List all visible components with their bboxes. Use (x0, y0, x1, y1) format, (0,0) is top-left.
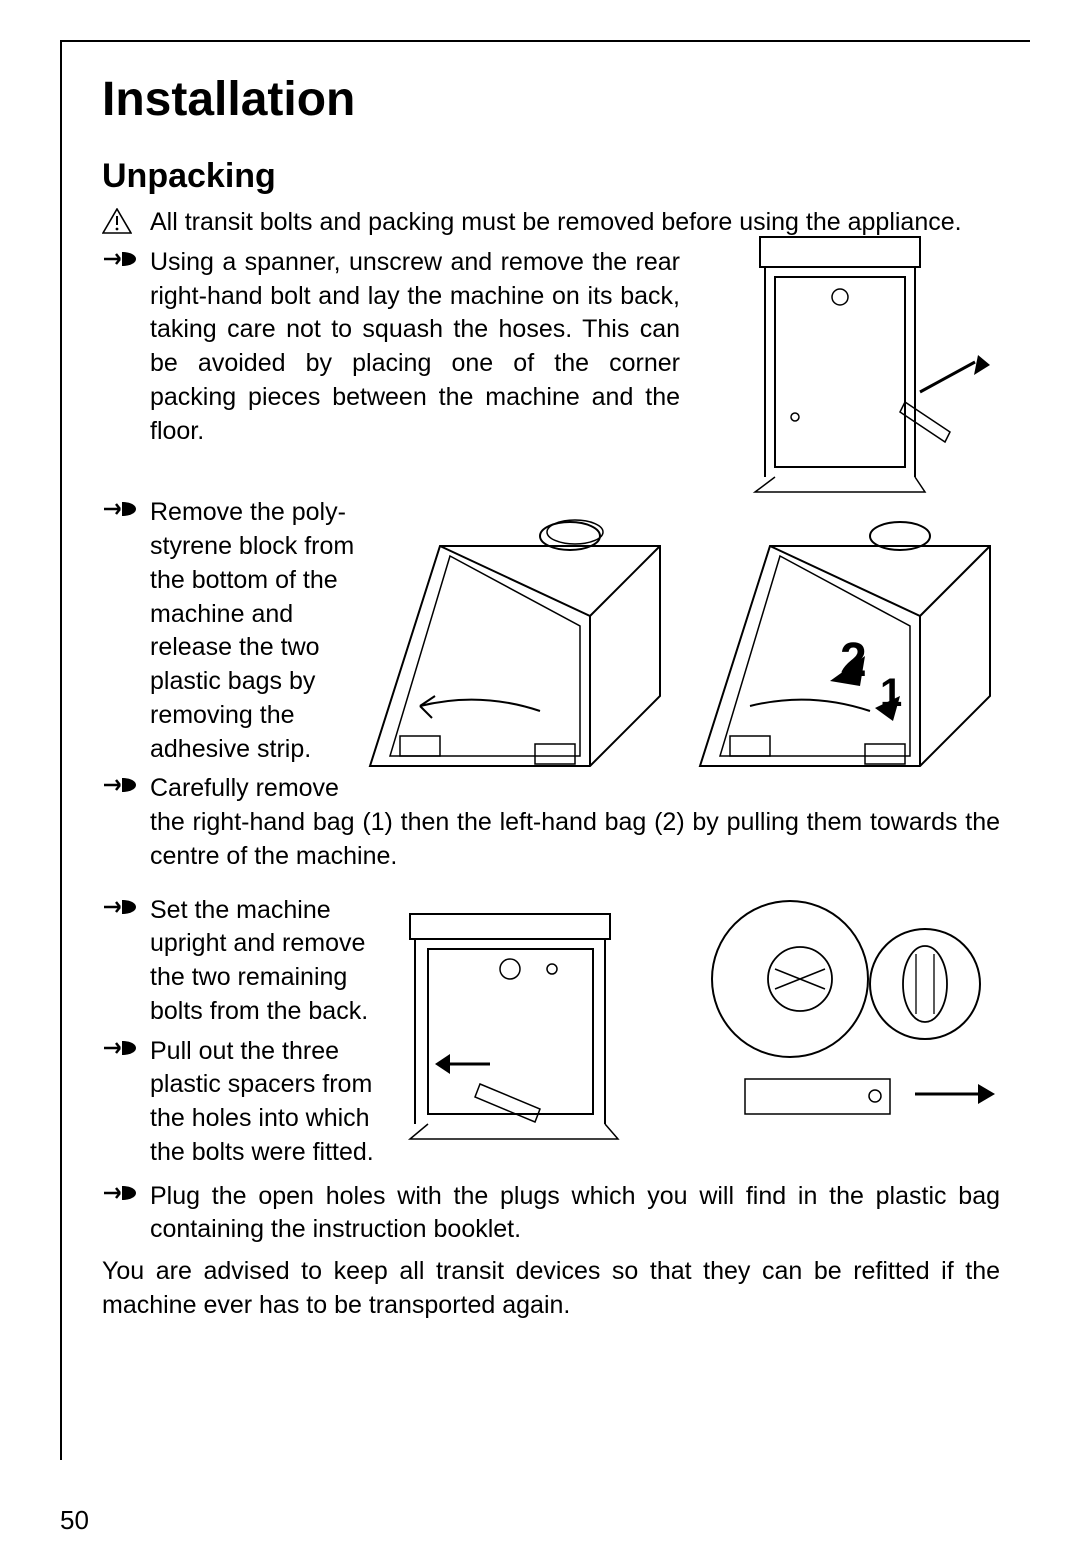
step-2-text: Remove the poly­styrene block from the b… (150, 496, 380, 766)
figure-spacers-plugs (380, 894, 1000, 1144)
pointer-icon (102, 894, 150, 923)
pointer-icon (102, 1035, 150, 1064)
step-4-text: Set the machine upright and remove the t… (150, 894, 380, 1029)
step-3-text-a: Carefully remove (150, 772, 380, 806)
pointer-icon (102, 1180, 150, 1209)
warning-icon (102, 206, 150, 239)
advice-text: You are advised to keep all transit devi… (102, 1255, 1000, 1323)
step-5-text: Pull out the three plastic spacers from … (150, 1035, 380, 1170)
page-number: 50 (60, 1505, 89, 1536)
page-title: Installation (102, 72, 1000, 127)
figure-polystyrene-removal: 2 1 (360, 496, 1000, 786)
page-frame: Installation Unpacking All transit bolts… (60, 40, 1030, 1460)
figure-bolt-removal (740, 227, 1000, 497)
step-6-text: Plug the open holes with the plugs which… (150, 1180, 1000, 1248)
step-3-text-b: the right-hand bag (1) then the left-han… (150, 806, 1000, 874)
section-subtitle: Unpacking (102, 157, 1000, 196)
pointer-icon (102, 772, 150, 801)
pointer-icon (102, 496, 150, 525)
pointer-icon (102, 246, 150, 275)
step-1-text: Using a spanner, unscrew and remove the … (150, 246, 680, 449)
